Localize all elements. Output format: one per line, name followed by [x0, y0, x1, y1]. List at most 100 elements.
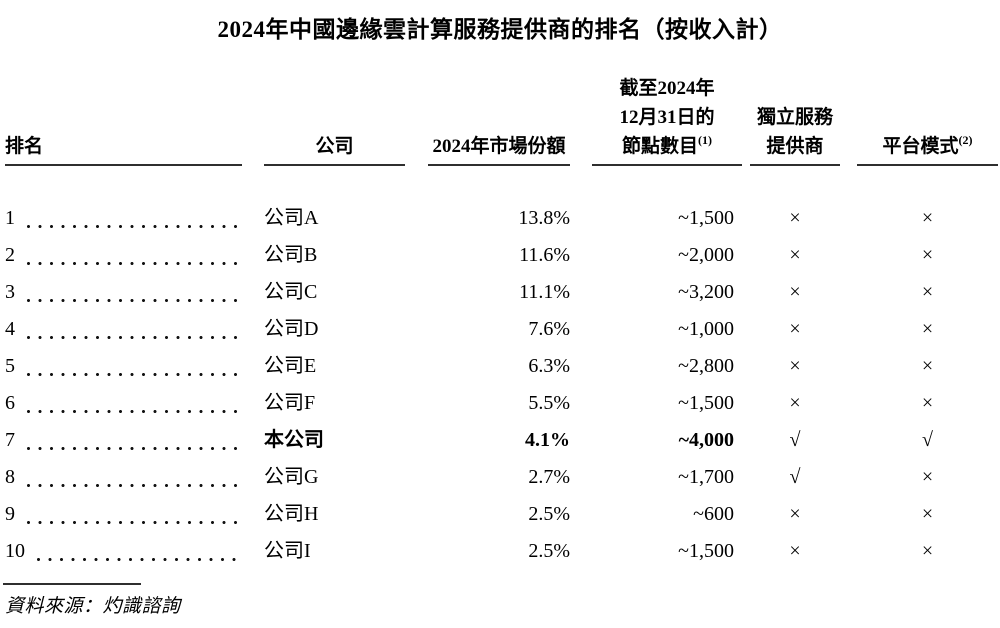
table-row: 5 公司E 6.3% ~2,800 × ×: [0, 348, 1000, 385]
platform-model-mark: ×: [921, 540, 934, 562]
rank-cell: 8: [5, 459, 240, 496]
rank-number: 2: [5, 244, 15, 266]
col-header-nodes: 截至2024年 12月31日的 節點數目(1): [592, 73, 742, 166]
nodes-cell: ~2,800: [678, 355, 734, 377]
footnote-ref-2: (2): [958, 132, 973, 147]
col-header-platform-line: 平台模式(2): [857, 132, 998, 161]
rank-cell: 3: [5, 274, 240, 311]
market-share-cell: 11.1%: [519, 281, 570, 303]
nodes-cell: ~1,000: [678, 318, 734, 340]
col-header-rank-label: 排名: [5, 136, 44, 157]
dot-leader: [37, 558, 238, 561]
col-header-company-label: 公司: [315, 136, 354, 157]
table-row: 9 公司H 2.5% ~600 × ×: [0, 496, 1000, 533]
independent-provider-mark: ×: [789, 207, 801, 229]
rank-number: 9: [5, 503, 15, 525]
rank-cell: 9: [5, 496, 240, 533]
rank-number: 6: [5, 392, 15, 414]
footnote-ref-1: (1): [698, 132, 712, 147]
independent-provider-mark: ×: [789, 318, 801, 340]
nodes-cell: ~600: [693, 503, 734, 525]
independent-provider-mark: ×: [789, 281, 801, 303]
company-cell: 公司I: [264, 540, 311, 562]
col-header-nodes-line2: 12月31日的: [619, 107, 715, 128]
table-row: 8 公司G 2.7% ~1,700 √ ×: [0, 459, 1000, 496]
company-cell: 公司H: [264, 503, 319, 525]
rank-number: 1: [5, 207, 15, 229]
market-share-cell: 11.6%: [519, 244, 570, 266]
rank-number: 4: [5, 318, 15, 340]
dot-leader: [27, 521, 238, 524]
market-share-cell: 2.5%: [528, 540, 570, 562]
rank-number: 7: [5, 429, 15, 451]
dot-leader: [27, 447, 238, 450]
independent-provider-mark: ×: [789, 503, 801, 525]
nodes-cell: ~1,700: [678, 466, 734, 488]
nodes-cell: ~3,200: [678, 281, 734, 303]
table-body: 1 公司A 13.8% ~1,500 × × 2 公司B 11.6% ~2,00…: [0, 200, 1000, 570]
platform-model-mark: ×: [921, 244, 934, 266]
rank-cell: 2: [5, 237, 240, 274]
rank-cell: 4: [5, 311, 240, 348]
market-share-cell: 5.5%: [528, 392, 570, 414]
dot-leader: [27, 262, 238, 265]
platform-model-mark: ×: [921, 503, 934, 525]
col-header-nodes-line1: 截至2024年: [619, 78, 715, 99]
independent-provider-mark: √: [789, 466, 801, 488]
col-header-nodes-label: 節點數目: [621, 136, 698, 157]
rank-number: 10: [5, 540, 25, 562]
table-row: 10 公司I 2.5% ~1,500 × ×: [0, 533, 1000, 570]
independent-provider-mark: ×: [789, 392, 801, 414]
platform-model-mark: ×: [921, 281, 934, 303]
company-cell: 公司G: [264, 466, 319, 488]
table-row: 2 公司B 11.6% ~2,000 × ×: [0, 237, 1000, 274]
source-divider-line: [3, 583, 141, 585]
col-header-independent-line1: 獨立服務: [756, 107, 833, 128]
independent-provider-mark: ×: [789, 540, 801, 562]
table-row: 1 公司A 13.8% ~1,500 × ×: [0, 200, 1000, 237]
company-cell: 公司C: [264, 281, 318, 303]
dot-leader: [27, 299, 238, 302]
company-cell: 公司D: [264, 318, 319, 340]
independent-provider-mark: ×: [789, 355, 801, 377]
rank-cell: 5: [5, 348, 240, 385]
col-header-company: 公司: [264, 131, 405, 166]
dot-leader: [27, 410, 238, 413]
platform-model-mark: ×: [921, 207, 934, 229]
dot-leader: [27, 225, 238, 228]
source-note: 資料來源：灼識諮詢: [5, 596, 181, 617]
platform-model-mark: ×: [921, 466, 934, 488]
independent-provider-mark: √: [789, 429, 801, 451]
market-share-cell: 2.7%: [528, 466, 570, 488]
company-cell: 公司F: [264, 392, 316, 414]
market-share-cell: 13.8%: [518, 207, 570, 229]
platform-model-mark: ×: [921, 392, 934, 414]
rank-cell: 7: [5, 422, 240, 459]
market-share-cell: 7.6%: [528, 318, 570, 340]
nodes-cell: ~1,500: [678, 392, 734, 414]
page-title: 2024年中國邊緣雲計算服務提供商的排名（按收入計）: [217, 17, 783, 42]
col-header-platform-model: 平台模式(2): [857, 131, 998, 166]
col-header-market-share: 2024年市場份額: [428, 131, 570, 166]
market-share-cell: 2.5%: [528, 503, 570, 525]
rank-cell: 10: [5, 533, 240, 570]
platform-model-mark: √: [922, 429, 933, 451]
platform-model-mark: ×: [921, 318, 934, 340]
col-header-independent-provider: 獨立服務 提供商: [750, 102, 840, 166]
rank-number: 5: [5, 355, 15, 377]
table-row: 3 公司C 11.1% ~3,200 × ×: [0, 274, 1000, 311]
dot-leader: [27, 336, 238, 339]
rank-cell: 1: [5, 200, 240, 237]
table-row: 4 公司D 7.6% ~1,000 × ×: [0, 311, 1000, 348]
dot-leader: [27, 373, 238, 376]
platform-model-mark: ×: [921, 355, 934, 377]
nodes-cell: ~2,000: [678, 244, 734, 266]
col-header-platform-label: 平台模式: [882, 136, 959, 157]
company-cell: 公司B: [264, 244, 318, 266]
market-share-cell: 4.1%: [525, 429, 570, 451]
company-cell: 公司A: [264, 207, 319, 229]
col-header-independent-line2: 提供商: [766, 136, 824, 157]
company-cell: 本公司: [264, 429, 324, 451]
col-header-nodes-line3: 節點數目(1): [592, 132, 742, 161]
